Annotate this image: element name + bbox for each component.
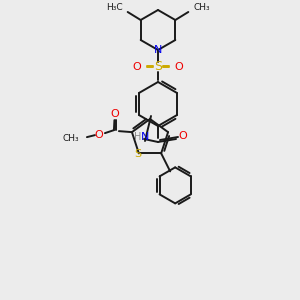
Text: O: O — [94, 130, 103, 140]
Text: O: O — [175, 62, 183, 72]
Text: H: H — [134, 132, 142, 142]
Text: N: N — [141, 132, 149, 142]
Text: O: O — [178, 131, 188, 141]
Text: S: S — [154, 61, 162, 74]
Text: O: O — [111, 109, 119, 119]
Text: S: S — [134, 149, 141, 159]
Text: CH₃: CH₃ — [62, 134, 79, 142]
Text: H₃C: H₃C — [106, 4, 123, 13]
Text: CH₃: CH₃ — [193, 4, 210, 13]
Text: O: O — [133, 62, 141, 72]
Text: N: N — [154, 45, 162, 55]
